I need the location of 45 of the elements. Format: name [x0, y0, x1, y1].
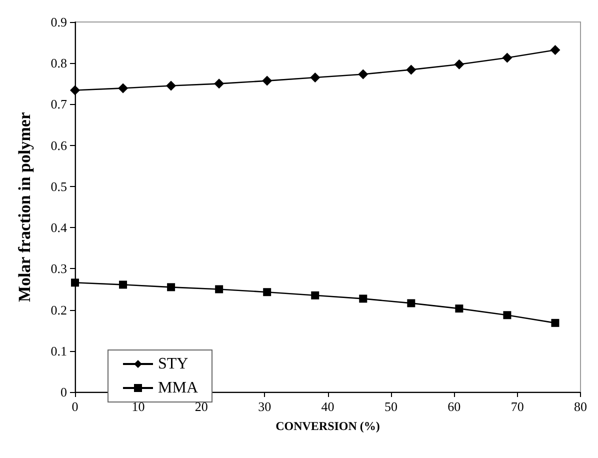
- y-tick-label: 0: [60, 384, 67, 400]
- point: [359, 294, 368, 303]
- point: [551, 318, 560, 327]
- point: [502, 52, 512, 63]
- point: [454, 59, 464, 70]
- x-tick-label: 40: [321, 399, 334, 414]
- point: [263, 288, 272, 296]
- y-tick-label: 0.8: [50, 56, 67, 71]
- y-axis-title: Molar fraction in polymer: [15, 112, 34, 302]
- y-tick-label: 0.2: [50, 302, 67, 318]
- point: [550, 44, 560, 55]
- point: [71, 278, 79, 287]
- point: [262, 76, 272, 86]
- y-tick-label: 0.1: [50, 343, 67, 358]
- x-tick-label: 50: [384, 399, 398, 414]
- y-tick-label: 0.4: [50, 220, 68, 236]
- point: [503, 311, 512, 320]
- x-tick-label: 0: [72, 399, 78, 414]
- y-tick-label: 0.3: [50, 261, 67, 276]
- x-tick-label: 60: [448, 399, 461, 414]
- x-tick-label: 20: [194, 399, 208, 414]
- point: [119, 280, 128, 289]
- point: [455, 304, 464, 313]
- x-axis-title: CONVERSION (%): [276, 419, 380, 433]
- legend-label: STY: [158, 356, 189, 372]
- point: [311, 291, 320, 300]
- y-tick-label: 0.5: [50, 178, 67, 194]
- x-tick-label: 80: [574, 399, 587, 414]
- point: [358, 69, 368, 80]
- point: [407, 299, 416, 308]
- point: [166, 80, 176, 91]
- point: [215, 285, 224, 294]
- point: [214, 78, 224, 89]
- y-tick-label: 0.6: [50, 138, 68, 153]
- y-tick-label: 0.7: [50, 96, 68, 112]
- point: [406, 64, 416, 75]
- y-tick-label: 0.9: [50, 14, 67, 30]
- x-tick-label: 70: [510, 399, 524, 414]
- point: [167, 283, 176, 292]
- point: [310, 72, 320, 82]
- x-tick-label: 30: [258, 399, 272, 414]
- legend-label: MMA: [158, 380, 198, 396]
- x-tick-label: 10: [132, 399, 145, 414]
- point: [70, 85, 80, 96]
- point: [118, 83, 128, 94]
